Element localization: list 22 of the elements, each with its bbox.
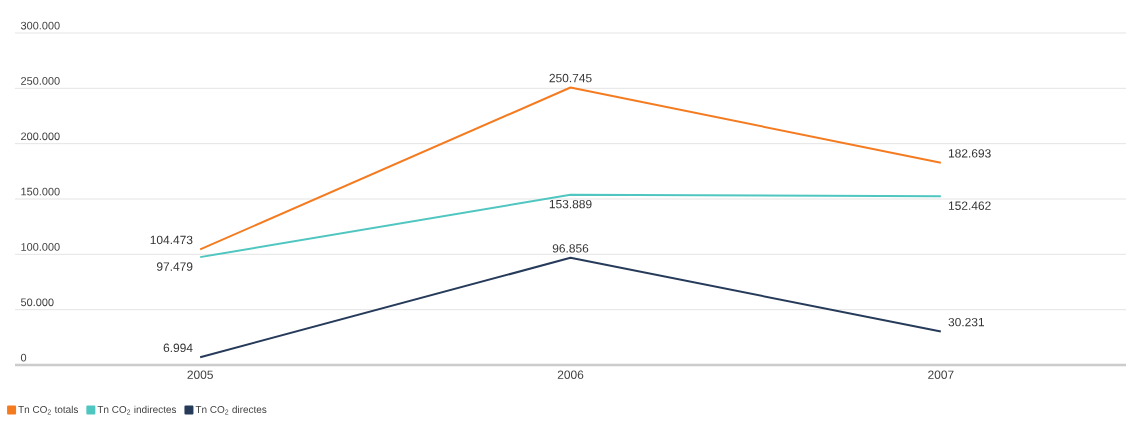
data-label: 104.473 (150, 235, 193, 245)
y-tick-label: 50.000 (20, 298, 54, 307)
x-tick-label: 2007 (928, 370, 954, 379)
y-tick-label: 100.000 (21, 243, 60, 251)
y-tick-label: 300.000 (20, 21, 60, 30)
y-tick-label: 150.000 (21, 187, 60, 196)
y-tick-label: 200.000 (21, 132, 60, 141)
data-label: 182.693 (948, 149, 991, 158)
data-label: 96.856 (552, 244, 589, 253)
x-tick-label: 2006 (557, 370, 584, 379)
x-tick-label: 2005 (187, 370, 213, 379)
data-label: 97.479 (156, 262, 193, 271)
data-label: 152.462 (948, 201, 991, 210)
legend-label: Tn CO$_{2}$ directes (195, 405, 267, 415)
data-label: 30.231 (948, 317, 985, 327)
legend-label: Tn CO$_{2}$ indirectes (97, 405, 177, 415)
y-tick-label: 250.000 (21, 77, 60, 85)
data-label: 153.889 (549, 199, 592, 209)
data-label: 6.994 (163, 343, 193, 353)
legend-label: Tn CO$_{2}$ totals (18, 405, 79, 415)
data-label: 250.745 (549, 73, 592, 83)
y-tick-label: 0 (20, 353, 27, 362)
